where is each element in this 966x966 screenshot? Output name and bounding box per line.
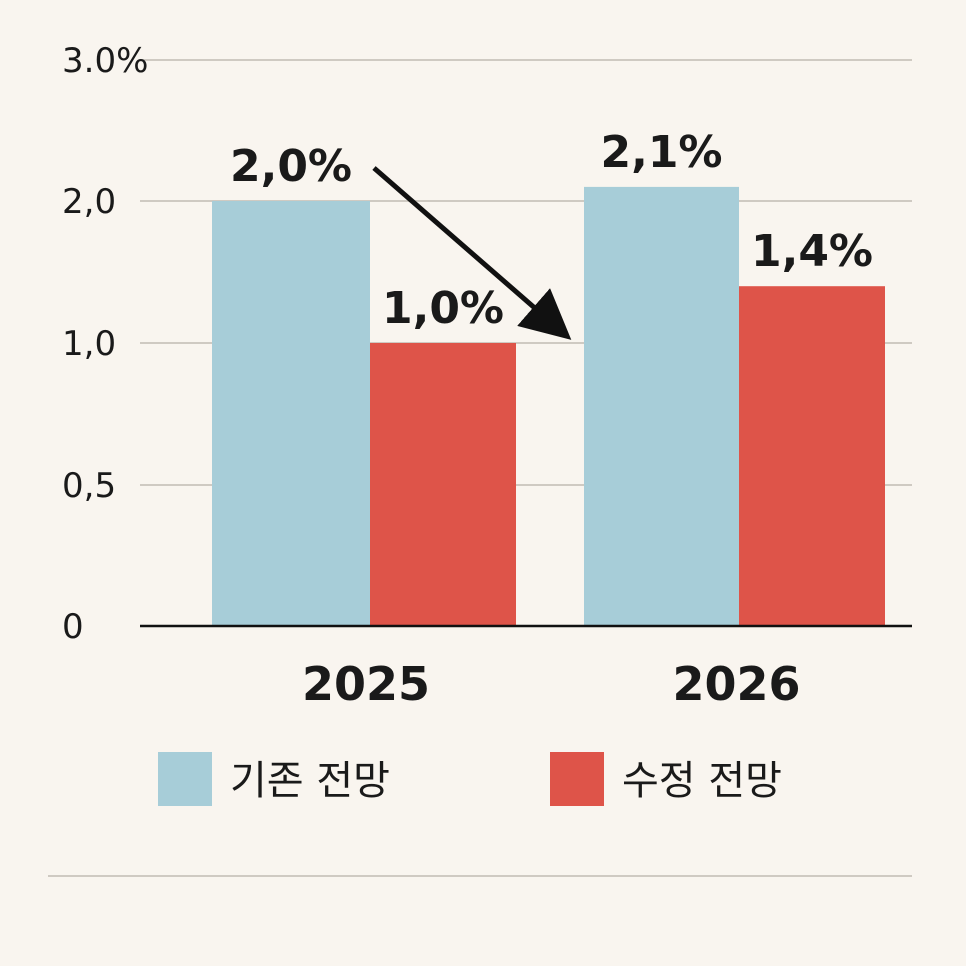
y-tick-label: 1,0 [62,324,116,364]
y-tick-label: 3.0% [62,41,148,81]
y-tick-label: 2,0 [62,182,116,222]
data-label: 2,0% [230,141,352,192]
trend-arrow [372,166,572,340]
bar-2025-revised [370,343,516,626]
bar-2026-revised [739,286,885,626]
legend-label: 기존 전망 [230,758,390,804]
legend-swatch [158,752,212,806]
legend: 기존 전망 수정 전망 [158,752,782,806]
x-tick-label: 2025 [302,657,430,711]
y-axis: 0 0,5 1,0 2,0 3.0% [62,41,148,647]
data-labels: 2,0% 1,0% 2,1% 1,4% [230,127,873,334]
bar-2026-original [584,186,739,626]
data-label: 1,0% [382,283,504,334]
x-axis: 2025 2026 [302,657,801,711]
y-tick-label: 0 [62,607,84,647]
data-label: 2,1% [600,127,722,178]
data-label: 1,4% [751,226,873,277]
legend-swatch [550,752,604,806]
bar-2025-original [212,201,370,626]
bars [212,186,885,626]
y-tick-label: 0,5 [62,466,116,506]
legend-label: 수정 전망 [622,758,782,804]
x-tick-label: 2026 [672,657,800,711]
